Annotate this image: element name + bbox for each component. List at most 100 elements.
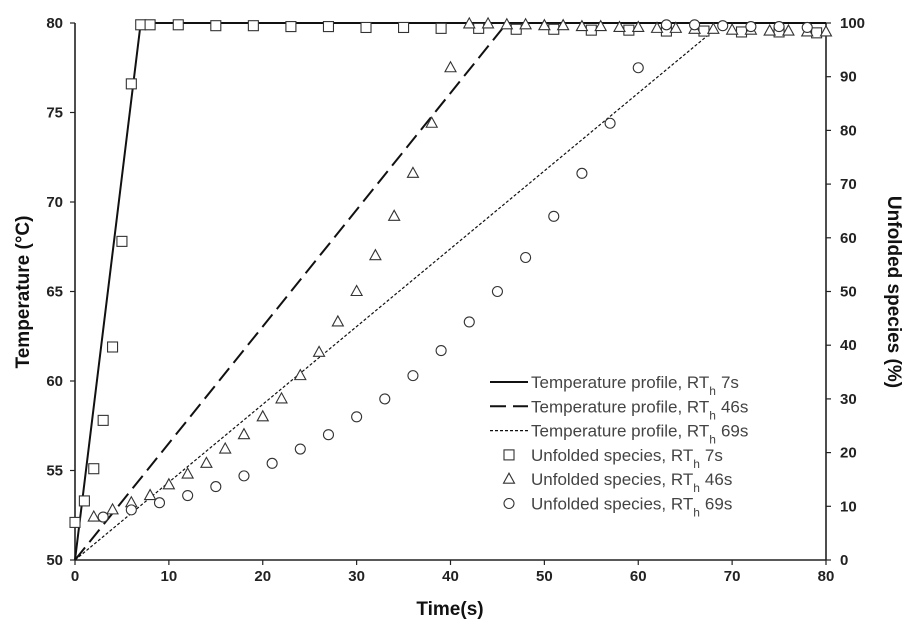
series-4-triangle-point: [782, 23, 795, 36]
series-5-circle-point: [351, 411, 363, 423]
y-left-tick-label: 80: [46, 15, 63, 32]
y-left-tick-label: 50: [46, 552, 63, 569]
series-4-triangle-point: [162, 477, 176, 490]
series-5-circle-point: [463, 316, 475, 328]
series-3-square-point: [322, 21, 335, 33]
legend-subscript: h: [693, 457, 700, 471]
series-3-square-point: [247, 20, 259, 32]
series-4-triangle-point: [462, 16, 476, 29]
series-4-triangle-point: [613, 20, 626, 33]
series-3-square-point: [698, 25, 710, 37]
y-left-tick-label: 65: [46, 284, 63, 301]
legend-suffix: 69s: [721, 422, 748, 441]
series-4-triangle-point: [199, 456, 213, 468]
legend-label-1: Temperature profile, RTh 46s: [531, 397, 748, 422]
series-3-square-point: [435, 22, 447, 34]
series-4-triangle-point: [350, 284, 364, 297]
series-5-circle-point: [801, 21, 813, 34]
y-right-tick-label: 100: [840, 15, 865, 32]
series-5-circle-point: [125, 504, 137, 516]
x-tick-label: 0: [71, 568, 79, 585]
series-5-circle-point: [576, 167, 588, 179]
series-5-circle-point: [407, 370, 419, 382]
series-5-circle-point: [689, 19, 701, 31]
series-4-triangle-point: [481, 16, 495, 29]
legend-name: Temperature profile, RT: [531, 422, 709, 441]
legend-label-0: Temperature profile, RTh 7s: [531, 373, 739, 398]
series-3-square-point: [623, 24, 635, 36]
legend-subscript: h: [709, 384, 716, 398]
legend-label-4: Unfolded species, RTh 46s: [531, 470, 732, 495]
series-5-circle-point: [745, 21, 757, 33]
series-5-circle-point: [153, 497, 166, 509]
legend-subscript: h: [693, 506, 700, 520]
x-tick-label: 10: [161, 568, 178, 585]
series-5-circle-point: [435, 345, 447, 357]
series-4-triangle-point: [575, 19, 589, 32]
series-4-triangle-point: [725, 23, 739, 35]
series-3-square-point: [172, 19, 184, 31]
series-4-triangle-point: [237, 427, 251, 440]
series-3-square-point: [107, 341, 119, 353]
series-3-square-point: [135, 19, 147, 31]
series-4-triangle-point: [87, 509, 101, 522]
series-3-square-point: [735, 26, 748, 38]
y-left-ticks: 50 55 60 65 70 75 80: [46, 15, 75, 569]
legend-suffix: 69s: [705, 495, 732, 514]
y-right-tick-label: 80: [840, 122, 857, 139]
legend-name: Unfolded species, RT: [531, 446, 693, 465]
y-left-tick-label: 70: [46, 194, 63, 211]
legend-suffix: 7s: [705, 446, 723, 465]
legend-name: Unfolded species, RT: [531, 495, 693, 514]
series-5-circle-point: [548, 210, 560, 222]
y-right-tick-label: 30: [840, 391, 857, 408]
y-right-tick-label: 20: [840, 445, 857, 462]
series-5-circle-point: [294, 443, 306, 455]
series-4-triangle-point: [368, 248, 382, 261]
series-4-triangle-point: [819, 24, 833, 37]
y-left-axis-title: Temperature (°C): [13, 216, 34, 369]
y-left-tick-label: 75: [46, 105, 63, 122]
series-3-square-point: [210, 20, 222, 32]
x-tick-label: 40: [442, 568, 459, 585]
legend-marker-5: [503, 497, 515, 510]
series-3-square-point: [69, 516, 81, 528]
series-4-triangle-point: [181, 466, 195, 479]
series-4-triangle-point: [631, 20, 645, 33]
series-4-triangle-point: [594, 19, 608, 32]
y-left-tick-label: 60: [46, 373, 63, 390]
series-4-triangle-point: [537, 18, 551, 31]
series-3-square-point: [116, 235, 128, 247]
series-4-triangle-point: [275, 391, 288, 404]
series-5-circle-point: [238, 470, 250, 482]
series-markers: [69, 16, 833, 528]
series-4-triangle-point: [706, 22, 720, 34]
series-4-triangle-point: [406, 166, 420, 178]
y-right-tick-label: 10: [840, 498, 857, 515]
series-4-triangle-point: [444, 60, 457, 73]
series-3-square-point: [144, 19, 156, 31]
legend-label-3: Unfolded species, RTh 7s: [531, 446, 723, 471]
series-3-square-point: [285, 21, 297, 33]
series-3-square-point: [125, 78, 137, 90]
legend-suffix: 7s: [721, 373, 739, 392]
x-tick-label: 60: [630, 568, 647, 585]
series-5-circle-point: [520, 251, 532, 264]
series-5-circle-point: [632, 62, 644, 74]
series-4-triangle-point: [256, 409, 270, 422]
series-4-triangle-point: [331, 314, 345, 327]
y-right-axis-title: Unfolded species (%): [883, 196, 904, 388]
y-right-tick-label: 50: [840, 284, 857, 301]
legend-marker-3: [503, 449, 515, 461]
series-4-triangle-point: [669, 21, 683, 33]
series-4-triangle-point: [650, 21, 664, 33]
series-4-triangle-point: [387, 209, 401, 221]
series-3-square-point: [88, 463, 100, 475]
series-4-triangle-point: [143, 488, 157, 501]
y-right-tick-label: 60: [840, 230, 857, 247]
series-4-triangle-point: [519, 17, 533, 30]
legend-subscript: h: [709, 433, 716, 447]
y-left-tick-label: 55: [46, 463, 63, 480]
